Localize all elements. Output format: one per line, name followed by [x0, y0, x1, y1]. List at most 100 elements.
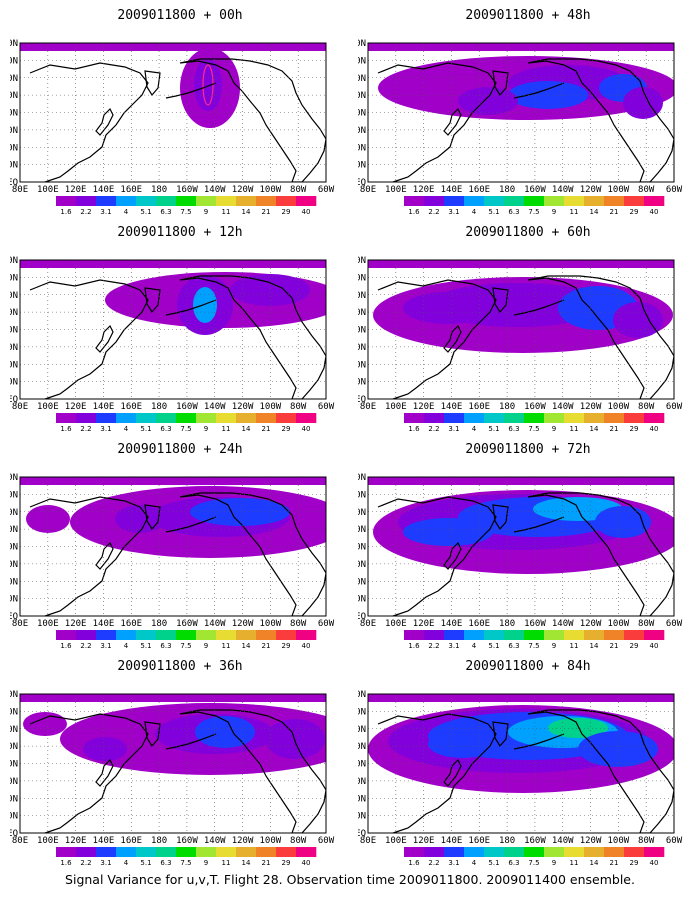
- colorbar-swatch: [604, 630, 625, 640]
- colorbar-swatch: [504, 196, 525, 206]
- x-tick-label: 120W: [232, 619, 254, 629]
- y-tick-label: 10N: [358, 595, 366, 605]
- colorbar-swatch: [96, 196, 117, 206]
- x-tick-label: 180: [151, 402, 167, 412]
- colorbar-swatch: [216, 196, 237, 206]
- panel-title: 2009011800 + 12h: [117, 225, 243, 240]
- colorbar-swatch: [96, 630, 117, 640]
- x-tick-label: 140E: [93, 185, 115, 195]
- y-tick-label: 80N: [10, 690, 18, 700]
- colorbar-swatch: [256, 196, 277, 206]
- x-tick-label: 120W: [580, 402, 602, 412]
- y-tick-label: 10N: [358, 378, 366, 388]
- x-tick-label: 80E: [360, 836, 376, 846]
- coastline-path: [492, 287, 509, 314]
- colorbar-swatch: [524, 630, 545, 640]
- variance-shading: [403, 518, 493, 546]
- x-tick-label: 160E: [120, 185, 142, 195]
- colorbar-swatch: [176, 847, 197, 857]
- x-tick-label: 120E: [413, 185, 435, 195]
- colorbar-label: 40: [650, 208, 659, 216]
- x-tick-label: 80E: [12, 836, 28, 846]
- colorbar-swatch: [404, 847, 425, 857]
- map-field: [368, 43, 674, 182]
- x-tick-label: 80E: [360, 619, 376, 629]
- colorbar-swatch: [604, 196, 625, 206]
- map-plot: 80N 70N 60N 50N 40N 30N 20N 10N EQ80E 100E 120E 140…: [358, 690, 683, 867]
- colorbar-swatch: [136, 847, 157, 857]
- coastline-path: [179, 709, 326, 833]
- y-tick-label: 30N: [358, 343, 366, 353]
- variance-shading: [368, 477, 674, 485]
- y-tick-label: 40N: [358, 543, 366, 553]
- colorbar-swatch: [136, 196, 157, 206]
- panel-title: 2009011800 + 72h: [465, 442, 591, 457]
- colorbar-label: 14: [590, 425, 599, 433]
- x-tick-label: 160W: [176, 185, 198, 195]
- y-tick-label: 60N: [10, 725, 18, 735]
- x-tick-label: 60W: [666, 619, 683, 629]
- colorbar-swatch: [296, 413, 317, 423]
- variance-shading: [368, 260, 674, 268]
- colorbar-swatch: [176, 630, 197, 640]
- variance-shading: [368, 43, 674, 51]
- y-tick-label: 70N: [358, 273, 366, 283]
- colorbar-label: 14: [590, 859, 599, 867]
- colorbar-swatch: [464, 630, 485, 640]
- x-tick-label: 180: [151, 836, 167, 846]
- colorbar-label: 2.2: [80, 642, 91, 650]
- colorbar-swatch: [524, 847, 545, 857]
- colorbar-swatch: [584, 196, 605, 206]
- colorbar-label: 9: [552, 425, 556, 433]
- colorbar-swatch: [76, 196, 97, 206]
- y-tick-label: 50N: [358, 742, 366, 752]
- colorbar-label: 6.3: [508, 642, 519, 650]
- variance-shading: [578, 731, 658, 767]
- y-tick-label: 50N: [10, 525, 18, 535]
- x-tick-label: 160E: [468, 836, 490, 846]
- colorbar-swatch: [584, 630, 605, 640]
- coastline-path: [377, 713, 497, 833]
- colorbar-label: 7.5: [180, 642, 191, 650]
- colorbar-swatch: [424, 847, 445, 857]
- colorbar-label: 1.6: [60, 642, 72, 650]
- colorbar-swatch: [424, 413, 445, 423]
- colorbar-label: 3.1: [448, 208, 459, 216]
- colorbar-label: 2.2: [428, 642, 439, 650]
- colorbar-swatch: [236, 847, 257, 857]
- y-tick-label: 20N: [10, 577, 18, 587]
- coastline-path: [513, 516, 565, 533]
- colorbar-label: 5.1: [488, 208, 499, 216]
- colorbar-label: 3.1: [448, 425, 459, 433]
- x-tick-label: 60W: [318, 402, 335, 412]
- colorbar-swatch: [444, 196, 465, 206]
- coastline: [29, 709, 326, 833]
- x-tick-label: 180: [151, 619, 167, 629]
- x-tick-label: 160W: [176, 619, 198, 629]
- colorbar-swatch: [544, 847, 565, 857]
- colorbar-label: 1.6: [408, 208, 420, 216]
- x-tick-label: 140E: [441, 402, 463, 412]
- colorbar-label: 4: [472, 425, 477, 433]
- x-tick-label: 140W: [552, 402, 574, 412]
- x-tick-label: 100E: [37, 619, 59, 629]
- y-tick-label: 30N: [358, 560, 366, 570]
- colorbar-label: 40: [650, 425, 659, 433]
- colorbar-swatch: [236, 196, 257, 206]
- colorbar-swatch: [256, 847, 277, 857]
- map-panel-00h: 2009011800 + 00h 80N 70N 60N 50N 40N 30N 20N 10…: [10, 8, 350, 218]
- x-tick-label: 120E: [65, 619, 87, 629]
- coastline-path: [29, 62, 149, 182]
- colorbar-label: 2.2: [428, 425, 439, 433]
- y-tick-label: 50N: [358, 525, 366, 535]
- colorbar-swatch: [116, 847, 137, 857]
- panel-title: 2009011800 + 60h: [465, 225, 591, 240]
- colorbar-swatch: [256, 630, 277, 640]
- colorbar-label: 5.1: [140, 642, 151, 650]
- coastline-path: [179, 58, 326, 182]
- variance-shading: [428, 730, 498, 758]
- colorbar-swatch: [564, 630, 585, 640]
- x-tick-label: 120W: [580, 836, 602, 846]
- y-tick-label: 50N: [358, 91, 366, 101]
- x-tick-label: 180: [499, 185, 515, 195]
